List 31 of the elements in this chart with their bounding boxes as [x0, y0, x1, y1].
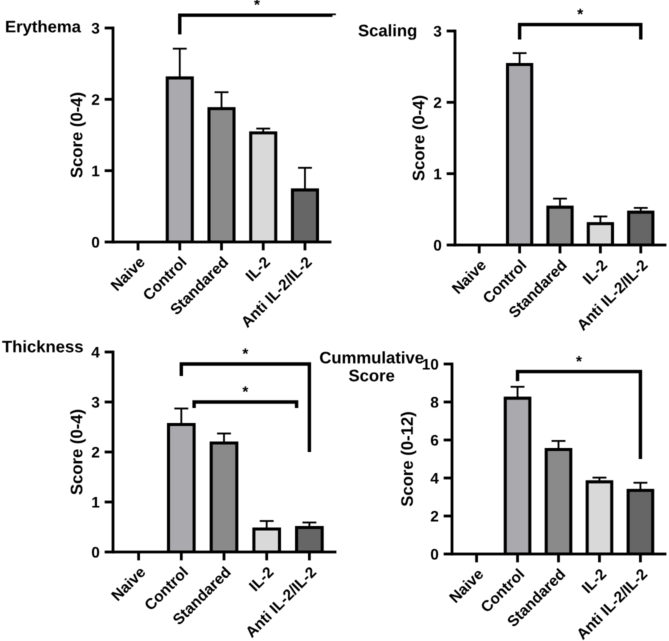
text: * — [577, 8, 584, 14]
chart-title: Erythema — [6, 20, 82, 36]
y-tick-label: 4 — [92, 347, 100, 358]
y-axis-title: Score (0-12) — [400, 412, 416, 506]
y-tick-label: 0 — [92, 546, 100, 558]
y-axis-title: Score (0-4) — [70, 92, 86, 178]
y-tick-label: 2 — [92, 94, 100, 105]
annotation: * — [242, 386, 248, 392]
y-tick-label: 8 — [430, 396, 438, 408]
text: * — [576, 356, 582, 362]
y-tick-label: 2 — [92, 446, 100, 458]
y-tick-label: 10 — [422, 358, 438, 370]
y-tick-label: 1 — [434, 168, 442, 180]
y-axis-title: Score (0-4) — [70, 410, 86, 495]
y-tick-label: 6 — [430, 434, 438, 446]
annotation: * — [242, 348, 248, 354]
y-tick-label: 1 — [92, 166, 100, 176]
y-tick-label: 0 — [430, 548, 438, 560]
chart-title: Scaling — [358, 24, 416, 40]
y-tick-label: 0 — [92, 236, 100, 248]
chart-title: Thickness — [2, 340, 83, 352]
y-axis-title: Score (0-4) — [412, 96, 428, 181]
y-tick-label: 2 — [430, 510, 438, 522]
y-tick-label: 1 — [92, 497, 100, 508]
y-tick-label: 3 — [92, 22, 100, 34]
y-tick-label: 3 — [434, 26, 442, 37]
y-tick-label: 2 — [434, 97, 442, 108]
y-tick-label: 3 — [92, 396, 100, 408]
y-tick-label: 4 — [430, 473, 439, 484]
y-tick-label: 0 — [434, 240, 442, 251]
chart-title: Cummulative Score — [320, 351, 424, 382]
